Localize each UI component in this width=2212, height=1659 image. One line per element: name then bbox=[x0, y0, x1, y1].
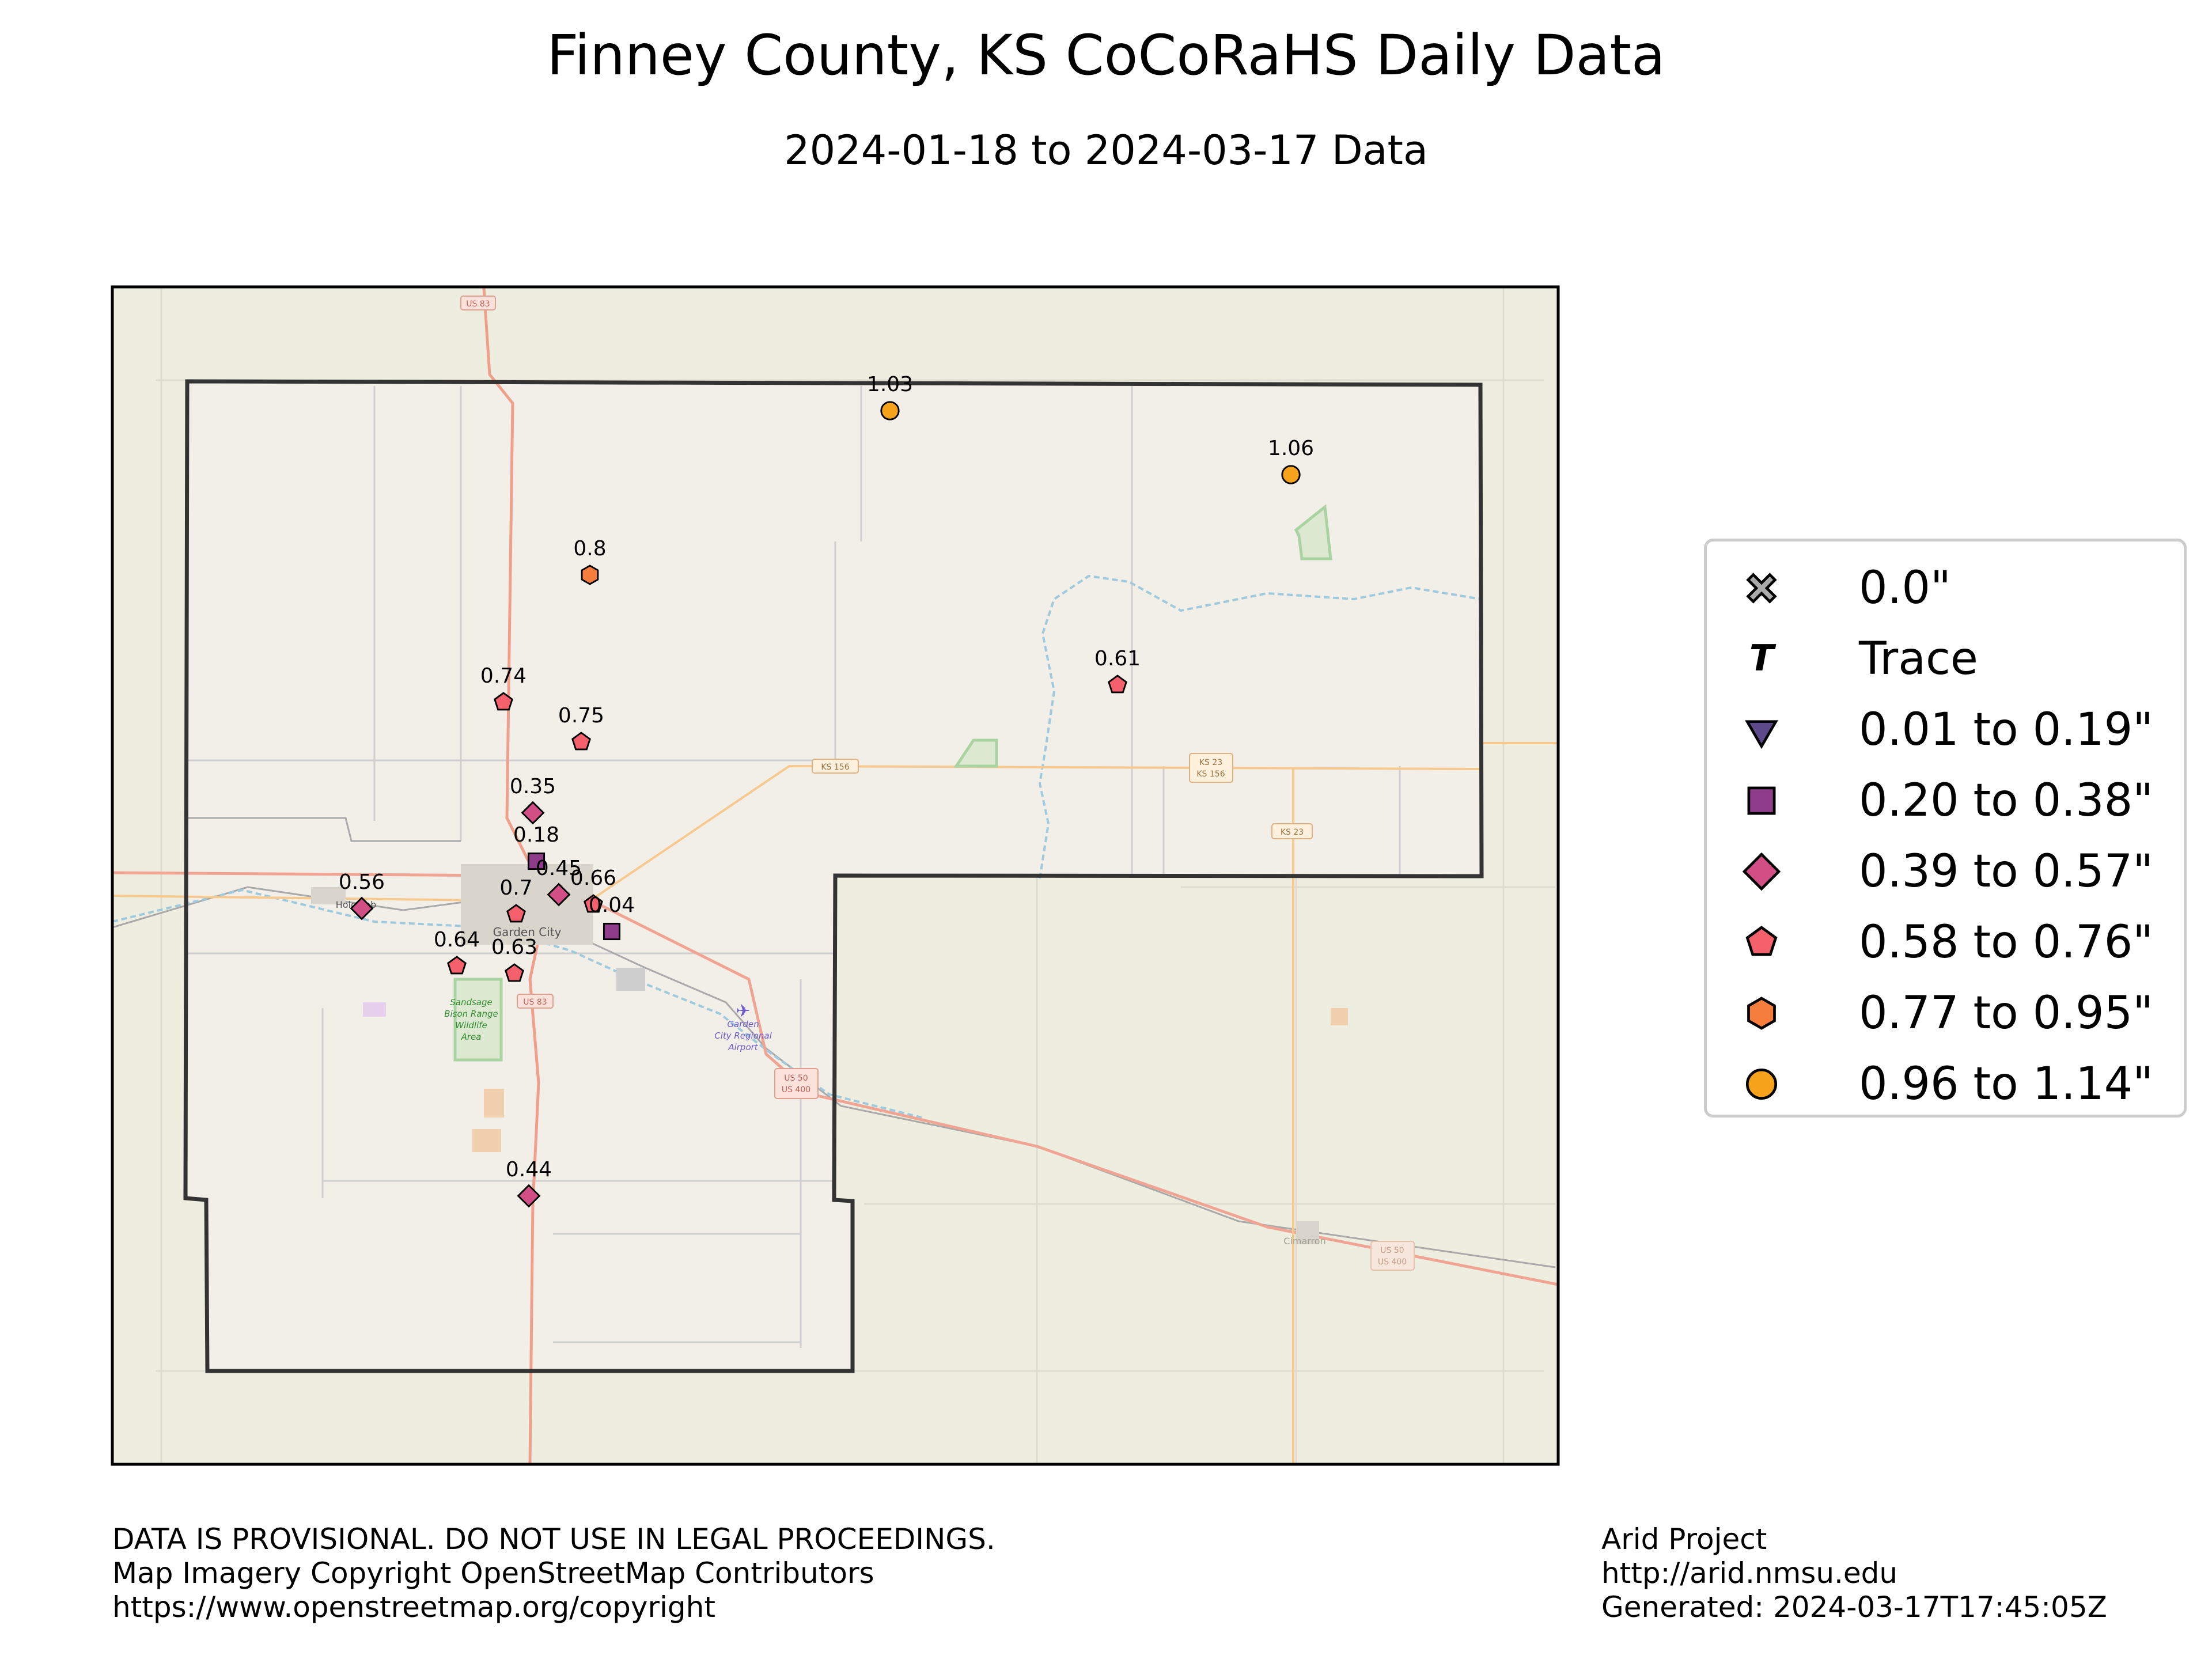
station-marker-square bbox=[527, 852, 546, 870]
shield-us50-line1: US 50 bbox=[784, 1074, 808, 1083]
station-marker-pentagon bbox=[494, 692, 513, 711]
station-marker-pentagon bbox=[506, 904, 526, 923]
legend: 0.0" T Trace 0.01 to 0.19" 0.20 to 0.38" 0.39… bbox=[1704, 539, 2187, 1118]
station-marker-diamond bbox=[350, 896, 374, 921]
shield-us50-line2: US 400 bbox=[782, 1085, 810, 1094]
stations-layer: 1.03 1.06 0.8 0.74 0.75 0.61 0.35 0.18 0.450.66 0… bbox=[339, 373, 1314, 1208]
legend-item-label: 0.58 to 0.76" bbox=[1859, 916, 2154, 968]
triangle-down-icon bbox=[1745, 720, 1778, 749]
legend-item: 0.77 to 0.95" bbox=[1707, 978, 2184, 1048]
legend-item: 0.20 to 0.38" bbox=[1707, 766, 2184, 836]
shield-us83-top: US 83 bbox=[466, 300, 490, 309]
station-value-label: 1.06 bbox=[1268, 437, 1314, 460]
station-value-label: 0.61 bbox=[1094, 647, 1141, 671]
airport-icon: ✈ bbox=[736, 1001, 750, 1021]
shield-ks23-line2: KS 156 bbox=[1196, 770, 1225, 779]
circle-icon bbox=[1745, 1068, 1778, 1100]
station-value-label: 0.66 bbox=[570, 866, 616, 890]
station-value-label: 0.63 bbox=[491, 935, 537, 959]
label-garden-city: Garden City bbox=[493, 925, 562, 939]
road-shields: US 83 US 83 KS 156 KS 23 KS 156 KS 23 US… bbox=[460, 296, 1415, 1271]
county-boundary bbox=[183, 379, 1484, 1373]
page-title: Finney County, KS CoCoRaHS Daily Data bbox=[547, 23, 1665, 88]
shield-ks23-line1: KS 23 bbox=[1199, 758, 1222, 767]
cross-icon bbox=[1746, 573, 1777, 604]
station-marker-diamond bbox=[547, 882, 571, 907]
shield-us50-east-line1: US 50 bbox=[1380, 1246, 1404, 1255]
station-marker-pentagon bbox=[571, 732, 591, 751]
legend-item: 0.39 to 0.57" bbox=[1707, 836, 2184, 907]
label-cimarron: Cimarron bbox=[1283, 1236, 1325, 1247]
label-airport-2: City Regional bbox=[714, 1031, 772, 1041]
shield-us50-east-line2: US 400 bbox=[1378, 1257, 1407, 1267]
page-subtitle: 2024-01-18 to 2024-03-17 Data bbox=[784, 127, 1428, 174]
square-icon bbox=[1747, 786, 1776, 815]
svg-text:T: T bbox=[1749, 637, 1777, 679]
label-sandsage-3: Wildlife bbox=[455, 1020, 487, 1031]
legend-item-label: 0.39 to 0.57" bbox=[1859, 846, 2154, 897]
station-value-label: 0.44 bbox=[506, 1158, 552, 1181]
station-marker-pentagon bbox=[1108, 675, 1127, 694]
wildlife-areas bbox=[453, 504, 1332, 1062]
legend-item: 0.0" bbox=[1707, 553, 2184, 623]
station-marker-circle bbox=[880, 401, 900, 421]
shield-us83-mid: US 83 bbox=[523, 998, 547, 1007]
station-value-label: 0.45 bbox=[536, 857, 582, 880]
legend-item: 0.01 to 0.19" bbox=[1707, 695, 2184, 765]
label-airport-1: Garden bbox=[727, 1019, 759, 1029]
station-marker-pentagon bbox=[584, 894, 603, 913]
label-sandsage-1: Sandsage bbox=[450, 997, 493, 1007]
label-airport-3: Airport bbox=[728, 1042, 758, 1052]
legend-item-label: 0.0" bbox=[1859, 562, 1951, 614]
station-value-label: 0.04 bbox=[589, 893, 635, 917]
footer-imagery-credit: Map Imagery Copyright OpenStreetMap Cont… bbox=[112, 1556, 874, 1590]
towns bbox=[311, 864, 1348, 1244]
map-frame bbox=[111, 285, 1560, 1466]
hexagon-icon bbox=[1747, 997, 1776, 1030]
legend-item-label: 0.01 to 0.19" bbox=[1859, 704, 2154, 756]
station-value-label: 0.75 bbox=[558, 704, 604, 728]
legend-item: T Trace bbox=[1707, 624, 2184, 694]
legend-item-label: 0.20 to 0.38" bbox=[1859, 775, 2154, 827]
station-marker-square bbox=[603, 922, 621, 941]
station-value-label: 0.7 bbox=[499, 876, 532, 900]
label-sandsage-2: Bison Range bbox=[444, 1009, 498, 1019]
station-marker-pentagon bbox=[505, 963, 524, 982]
station-value-label: 0.74 bbox=[480, 664, 527, 688]
footer-right: Arid Project http://arid.nmsu.edu Genera… bbox=[1601, 1522, 2107, 1624]
station-marker-pentagon bbox=[447, 956, 467, 975]
station-marker-hexagon bbox=[581, 565, 599, 585]
shield-ks23-south: KS 23 bbox=[1281, 828, 1304, 837]
station-value-label: 1.03 bbox=[867, 373, 913, 396]
legend-item-label: Trace bbox=[1859, 633, 1978, 685]
legend-item-label: 0.77 to 0.95" bbox=[1859, 987, 2154, 1039]
station-marker-circle bbox=[1281, 465, 1301, 484]
footer-disclaimer: DATA IS PROVISIONAL. DO NOT USE IN LEGAL… bbox=[112, 1522, 995, 1556]
pentagon-icon bbox=[1745, 926, 1778, 956]
station-marker-diamond bbox=[517, 1184, 541, 1208]
footer-copyright-link[interactable]: https://www.openstreetmap.org/copyright bbox=[112, 1590, 715, 1624]
station-value-label: 0.18 bbox=[513, 823, 559, 847]
legend-item-label: 0.96 to 1.14" bbox=[1859, 1058, 2154, 1110]
place-labels: Garden City Holcomb Cimarron Sandsage Bi… bbox=[336, 899, 1326, 1247]
station-value-label: 0.56 bbox=[339, 870, 385, 894]
legend-item: 0.58 to 0.76" bbox=[1707, 907, 2184, 978]
label-sandsage-4: Area bbox=[461, 1032, 482, 1042]
station-marker-diamond bbox=[521, 801, 545, 825]
footer-generated: Generated: 2024-03-17T17:45:05Z bbox=[1601, 1590, 2107, 1624]
shield-ks156: KS 156 bbox=[821, 763, 849, 772]
footer-project-url[interactable]: http://arid.nmsu.edu bbox=[1601, 1556, 1898, 1590]
station-value-label: 0.64 bbox=[434, 928, 480, 952]
diamond-icon bbox=[1742, 852, 1781, 891]
footer-left: DATA IS PROVISIONAL. DO NOT USE IN LEGAL… bbox=[112, 1522, 995, 1624]
legend-item: 0.96 to 1.14" bbox=[1707, 1049, 2184, 1119]
station-value-label: 0.35 bbox=[510, 775, 556, 798]
station-value-label: 0.8 bbox=[573, 537, 606, 560]
footer-project: Arid Project bbox=[1601, 1522, 1767, 1556]
trace-t-icon: T bbox=[1749, 637, 1777, 679]
